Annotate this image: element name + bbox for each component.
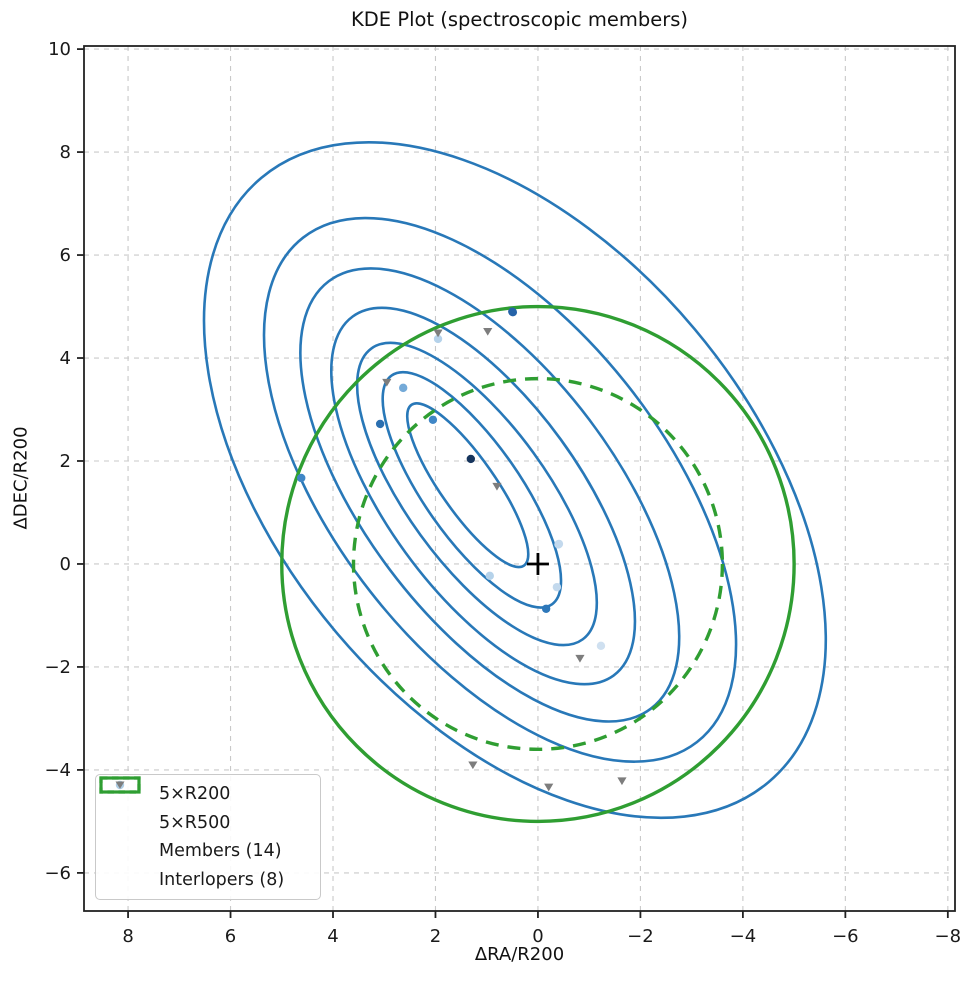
interlopers-points — [382, 327, 627, 792]
x-tick-label: 2 — [430, 926, 441, 947]
legend-item-r500: 5×R500 — [99, 776, 312, 837]
y-tick-label: −6 — [44, 863, 71, 884]
legend-label-members: Members (14) — [159, 841, 282, 862]
member-point — [433, 334, 443, 344]
y-tick-label: 10 — [48, 39, 71, 60]
kde-contour-line — [262, 216, 738, 763]
r200-circle — [280, 304, 796, 824]
interloper-point — [575, 654, 585, 663]
member-point — [466, 454, 476, 464]
y-tick-label: 4 — [60, 348, 71, 369]
kde-contour-line — [299, 267, 681, 723]
tick-marks — [77, 48, 949, 918]
member-point — [297, 473, 306, 483]
member-point — [508, 307, 517, 316]
interloper-point — [617, 777, 627, 786]
x-tick-label: −6 — [832, 926, 859, 947]
plot-title: KDE Plot (spectroscopic members) — [351, 8, 688, 31]
interloper-point — [468, 761, 478, 770]
kde-contour-line — [330, 306, 637, 686]
center-cross — [526, 552, 549, 575]
axes-frame — [83, 45, 956, 912]
member-point — [428, 415, 438, 425]
member-point — [398, 383, 408, 393]
tick-labels: 8 6 4 2 0 −2 −4 −6 −8 10 8 6 4 2 0 −2 −4 −6 — [44, 39, 961, 947]
member-point — [554, 540, 563, 549]
member-point — [541, 604, 551, 613]
legend: 5×R200 5×R500 Members (14) Interlopers (… — [95, 774, 321, 900]
x-tick-label: 0 — [532, 926, 543, 947]
x-tick-label: 6 — [225, 926, 236, 947]
y-tick-label: 8 — [60, 142, 71, 163]
y-tick-label: −4 — [44, 760, 71, 781]
y-axis-label: ΔDEC/R200 — [10, 426, 32, 530]
kde-contours — [202, 140, 828, 820]
legend-item-interlopers: Interlopers (8) — [102, 781, 312, 894]
interloper-point — [433, 329, 443, 338]
y-tick-label: 2 — [60, 451, 71, 472]
kde-contour-line — [202, 140, 828, 820]
legend-item-members: Members (14) — [102, 780, 312, 865]
members-points — [297, 307, 606, 651]
interloper-point — [492, 482, 502, 491]
aperture-circles — [280, 304, 796, 824]
y-tick-label: −2 — [44, 657, 71, 678]
legend-label-r200: 5×R200 — [159, 784, 231, 805]
y-tick-label: 6 — [60, 245, 71, 266]
kde-contour-line — [381, 370, 563, 609]
member-point — [375, 419, 385, 429]
member-point — [485, 571, 494, 581]
x-tick-label: −4 — [730, 926, 757, 947]
legend-label-r500: 5×R500 — [159, 812, 231, 833]
member-point — [596, 641, 606, 651]
x-tick-label: 8 — [122, 926, 133, 947]
grid-lines — [84, 46, 955, 911]
x-tick-label: −8 — [935, 926, 962, 947]
x-axis-label: ΔRA/R200 — [474, 944, 565, 965]
kde-contour-line — [405, 402, 530, 569]
kde-contour-line — [355, 341, 599, 647]
x-tick-label: 4 — [327, 926, 338, 947]
interloper-point — [483, 327, 493, 336]
legend-label-interlopers: Interlopers (8) — [159, 869, 285, 890]
x-tick-label: −2 — [627, 926, 654, 947]
interloper-point — [544, 783, 554, 792]
y-tick-label: 0 — [60, 554, 71, 575]
member-point — [552, 582, 562, 592]
interloper-point — [382, 378, 392, 387]
r500-circle — [351, 376, 725, 752]
